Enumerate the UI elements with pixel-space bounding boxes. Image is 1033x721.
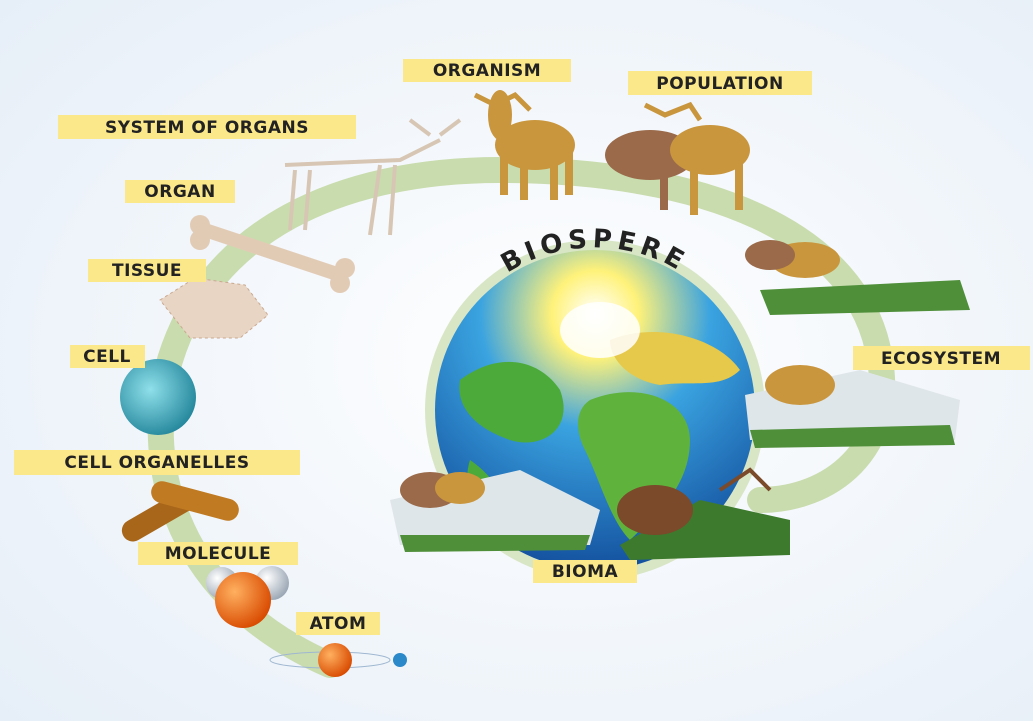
label-population: POPULATION (628, 71, 812, 95)
label-cell: CELL (70, 345, 145, 368)
label-bioma: BIOMA (533, 560, 637, 583)
diagram: BIOSPERE (0, 0, 1033, 721)
label-molecule: MOLECULE (138, 542, 298, 565)
page: BIOSPERE (0, 0, 1033, 721)
label-text: ORGAN (144, 182, 215, 202)
label-text: ATOM (310, 614, 367, 634)
label-cell-organelles: CELL ORGANELLES (14, 450, 300, 475)
label-ecosystem: ECOSYSTEM (853, 346, 1030, 370)
label-text: POPULATION (656, 74, 783, 94)
label-organ: ORGAN (125, 180, 235, 203)
label-text: ORGANISM (433, 61, 541, 81)
label-text: BIOMA (552, 562, 619, 582)
label-text: CELL ORGANELLES (64, 453, 249, 473)
label-system-of-organs: SYSTEM OF ORGANS (58, 115, 356, 139)
label-text: MOLECULE (165, 544, 272, 564)
label-text: TISSUE (112, 261, 182, 281)
label-text: CELL (83, 347, 131, 367)
label-atom: ATOM (296, 612, 380, 635)
label-text: ECOSYSTEM (881, 349, 1001, 369)
label-organism: ORGANISM (403, 59, 571, 82)
label-text: SYSTEM OF ORGANS (105, 118, 309, 138)
cell-icon (120, 359, 196, 435)
label-tissue: TISSUE (88, 259, 206, 282)
